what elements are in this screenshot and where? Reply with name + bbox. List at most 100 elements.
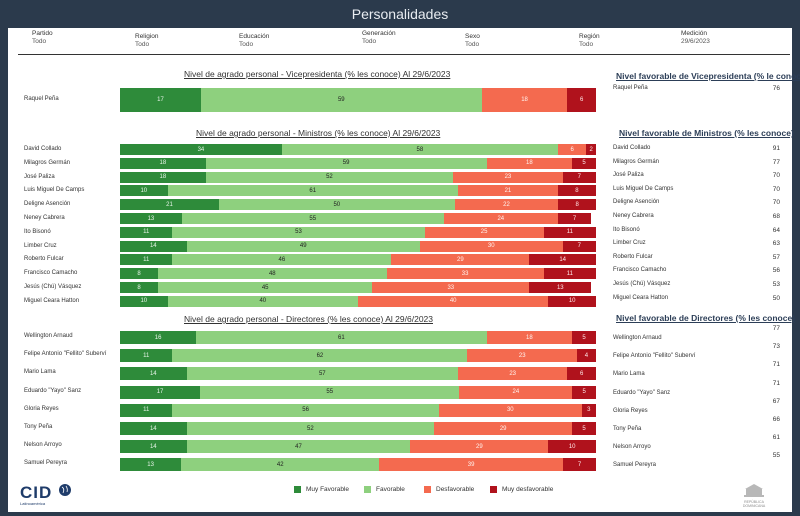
- bar-segment-muy-desfavorable[interactable]: 5: [572, 157, 596, 169]
- bar-segment-muy-desfavorable[interactable]: 14: [529, 254, 596, 266]
- bar-segment-desfavorable[interactable]: 23: [453, 171, 563, 183]
- bar-segment-muy-desfavorable[interactable]: 7: [563, 458, 596, 472]
- stacked-bar-row[interactable]: 8 45 33 13: [120, 282, 596, 293]
- bar-segment-desfavorable[interactable]: 22: [454, 199, 559, 211]
- bar-segment-favorable[interactable]: 55: [181, 213, 444, 224]
- bar-segment-muy-desfavorable[interactable]: 11: [543, 268, 596, 280]
- bar-segment-muy-desfavorable[interactable]: 13: [529, 282, 592, 293]
- stacked-bar-row[interactable]: 16 61 18 5: [120, 331, 596, 344]
- bar-segment-favorable[interactable]: 48: [158, 268, 387, 280]
- bar-segment-favorable[interactable]: 50: [218, 199, 455, 211]
- bar-segment-muy-desfavorable[interactable]: 3: [581, 403, 596, 417]
- filter-medición[interactable]: Medición 29/6/2023: [681, 30, 710, 45]
- bar-segment-favorable[interactable]: 52: [205, 171, 454, 183]
- filter-religion[interactable]: Religion Todo: [135, 33, 159, 48]
- stacked-bar-row[interactable]: 21 50 22 8: [120, 199, 597, 211]
- stacked-bar-row[interactable]: 14 52 29 5: [120, 422, 596, 435]
- bar-segment-desfavorable[interactable]: 33: [386, 268, 544, 280]
- filter-región[interactable]: Región Todo: [579, 33, 600, 48]
- bar-segment-favorable[interactable]: 57: [186, 367, 458, 381]
- bar-segment-favorable[interactable]: 59: [205, 157, 487, 169]
- filter-sexo[interactable]: Sexo Todo: [465, 33, 480, 48]
- bar-segment-muy-desfavorable[interactable]: 6: [567, 88, 596, 112]
- bar-segment-muy-favorable[interactable]: 14: [120, 422, 187, 435]
- stacked-bar-row[interactable]: 11 46 29 14: [120, 254, 596, 266]
- bar-segment-favorable[interactable]: 45: [158, 282, 373, 293]
- bar-segment-muy-desfavorable[interactable]: 11: [543, 226, 596, 238]
- bar-segment-muy-favorable[interactable]: 16: [120, 331, 197, 344]
- stacked-bar-row[interactable]: 14 49 30 7: [120, 240, 596, 252]
- stacked-bar-row[interactable]: 18 52 23 7: [120, 171, 596, 183]
- bar-segment-muy-desfavorable[interactable]: 7: [562, 240, 596, 252]
- bar-segment-muy-desfavorable[interactable]: 4: [576, 349, 596, 363]
- stacked-bar-row[interactable]: 17 59 18 6: [120, 88, 596, 112]
- filter-value[interactable]: Todo: [362, 38, 377, 45]
- bar-segment-muy-favorable[interactable]: 11: [120, 403, 173, 417]
- bar-segment-desfavorable[interactable]: 21: [457, 185, 558, 197]
- bar-segment-muy-favorable[interactable]: 34: [120, 144, 282, 155]
- bar-segment-muy-favorable[interactable]: 13: [120, 458, 182, 472]
- stacked-bar-row[interactable]: 14 57 23 6: [120, 367, 596, 381]
- bar-segment-muy-desfavorable[interactable]: 7: [562, 171, 596, 183]
- bar-segment-favorable[interactable]: 58: [281, 144, 558, 155]
- bar-segment-muy-desfavorable[interactable]: 5: [572, 385, 596, 399]
- filter-value[interactable]: Todo: [32, 38, 47, 45]
- bar-segment-favorable[interactable]: 62: [172, 349, 468, 363]
- bar-segment-favorable[interactable]: 40: [167, 295, 358, 307]
- bar-segment-muy-favorable[interactable]: 11: [120, 349, 173, 363]
- bar-segment-muy-desfavorable[interactable]: 10: [548, 440, 596, 454]
- bar-segment-muy-favorable[interactable]: 11: [120, 226, 173, 238]
- bar-segment-desfavorable[interactable]: 29: [391, 254, 530, 266]
- bar-segment-desfavorable[interactable]: 39: [379, 458, 563, 472]
- filter-value[interactable]: Todo: [579, 41, 594, 48]
- filter-educación[interactable]: Educación Todo: [239, 33, 269, 48]
- bar-segment-favorable[interactable]: 42: [181, 458, 380, 472]
- bar-segment-desfavorable[interactable]: 25: [424, 226, 544, 238]
- bar-segment-muy-favorable[interactable]: 13: [120, 213, 182, 224]
- bar-segment-favorable[interactable]: 46: [172, 254, 392, 266]
- bar-segment-desfavorable[interactable]: 24: [459, 385, 573, 399]
- stacked-bar-row[interactable]: 13 55 24 7: [120, 213, 596, 224]
- stacked-bar-row[interactable]: 11 53 25 11: [120, 226, 596, 238]
- bar-segment-desfavorable[interactable]: 40: [357, 295, 549, 307]
- filter-value[interactable]: Todo: [135, 41, 150, 48]
- bar-segment-favorable[interactable]: 47: [186, 440, 411, 454]
- bar-segment-muy-desfavorable[interactable]: 8: [557, 185, 596, 197]
- bar-segment-favorable[interactable]: 49: [186, 240, 420, 252]
- bar-segment-muy-desfavorable[interactable]: 5: [572, 422, 596, 435]
- stacked-bar-row[interactable]: 14 47 29 10: [120, 440, 596, 454]
- bar-segment-desfavorable[interactable]: 18: [486, 157, 573, 169]
- bar-segment-desfavorable[interactable]: 18: [481, 88, 568, 112]
- bar-segment-muy-favorable[interactable]: 18: [120, 157, 206, 169]
- bar-segment-muy-favorable[interactable]: 18: [120, 171, 206, 183]
- bar-segment-favorable[interactable]: 53: [172, 226, 425, 238]
- bar-segment-desfavorable[interactable]: 29: [434, 422, 573, 435]
- bar-segment-muy-desfavorable[interactable]: 7: [557, 213, 592, 224]
- filter-value[interactable]: Todo: [239, 41, 254, 48]
- filter-value[interactable]: Todo: [465, 41, 480, 48]
- stacked-bar-row[interactable]: 11 56 30 3: [120, 403, 596, 417]
- bar-segment-favorable[interactable]: 61: [167, 185, 458, 197]
- bar-segment-desfavorable[interactable]: 24: [443, 213, 558, 224]
- bar-segment-desfavorable[interactable]: 23: [467, 349, 577, 363]
- bar-segment-desfavorable[interactable]: 23: [457, 367, 568, 381]
- bar-segment-muy-favorable[interactable]: 8: [120, 268, 159, 280]
- stacked-bar-row[interactable]: 11 62 23 4: [120, 349, 596, 363]
- bar-segment-desfavorable[interactable]: 30: [438, 403, 582, 417]
- bar-segment-desfavorable[interactable]: 6: [557, 144, 587, 155]
- bar-segment-muy-favorable[interactable]: 14: [120, 240, 187, 252]
- bar-segment-favorable[interactable]: 61: [196, 331, 487, 344]
- bar-segment-muy-favorable[interactable]: 17: [120, 88, 201, 112]
- stacked-bar-row[interactable]: 10 40 40 10: [120, 295, 596, 307]
- bar-segment-muy-favorable[interactable]: 14: [120, 440, 187, 454]
- stacked-bar-row[interactable]: 17 55 24 5: [120, 385, 596, 399]
- bar-segment-muy-favorable[interactable]: 21: [120, 199, 219, 211]
- bar-segment-muy-desfavorable[interactable]: 8: [558, 199, 597, 211]
- filter-partido[interactable]: Partido Todo: [32, 30, 53, 45]
- bar-segment-muy-favorable[interactable]: 14: [120, 367, 187, 381]
- bar-segment-desfavorable[interactable]: 29: [410, 440, 549, 454]
- bar-segment-muy-favorable[interactable]: 8: [120, 282, 159, 293]
- stacked-bar-row[interactable]: 13 42 39 7: [120, 458, 596, 472]
- bar-segment-muy-desfavorable[interactable]: 5: [572, 331, 596, 344]
- bar-segment-muy-favorable[interactable]: 11: [120, 254, 173, 266]
